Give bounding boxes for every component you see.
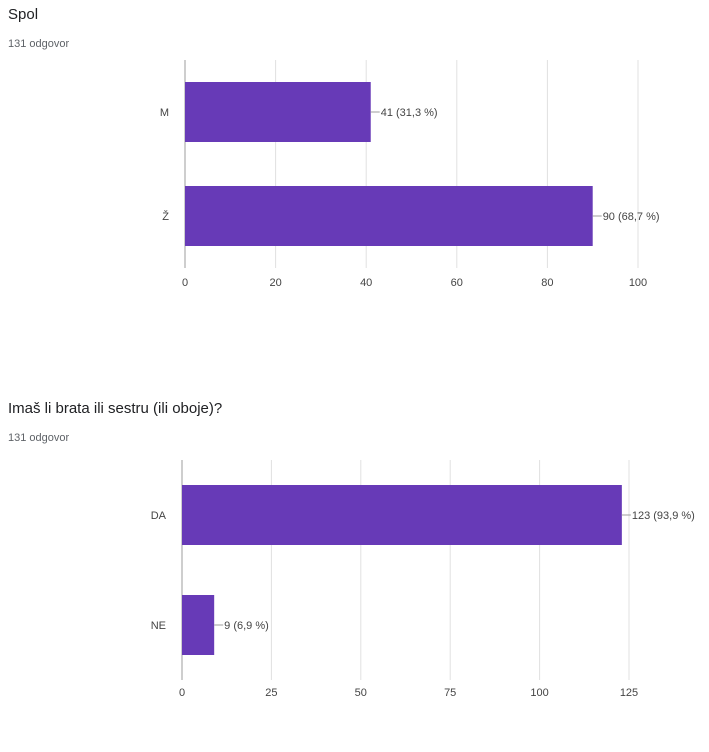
x-tick-label: 75	[444, 687, 456, 699]
data-label: 90 (68,7 %)	[603, 211, 660, 223]
x-tick-label: 80	[541, 277, 553, 289]
question-card-siblings: Imaš li brata ili sestru (ili oboje)? 13…	[0, 400, 709, 699]
x-tick-label: 0	[182, 277, 188, 289]
bar	[182, 595, 215, 655]
y-category-label: M	[160, 107, 169, 119]
y-category-label: NE	[151, 620, 166, 632]
bar-chart-spol: 0 20 40 60 80 100 M 41 (31,3 %) Ž 90 (68,7 %)	[160, 60, 660, 289]
response-count: 131 odgovor	[8, 432, 70, 444]
bar	[185, 186, 593, 246]
x-tick-label: 60	[451, 277, 463, 289]
y-category-label: Ž	[162, 210, 169, 223]
question-title: Imaš li brata ili sestru (ili oboje)?	[8, 400, 223, 417]
x-tick-label: 40	[360, 277, 372, 289]
data-label: 41 (31,3 %)	[381, 107, 438, 119]
x-tick-label: 100	[530, 687, 548, 699]
response-count: 131 odgovor	[8, 38, 70, 50]
x-tick-label: 50	[355, 687, 367, 699]
x-tick-label: 25	[265, 687, 277, 699]
y-category-label: DA	[151, 510, 167, 522]
x-tick-label: 125	[620, 687, 638, 699]
x-tick-label: 20	[269, 277, 281, 289]
data-label: 9 (6,9 %)	[224, 620, 269, 632]
data-label: 123 (93,9 %)	[632, 510, 695, 522]
bar-chart-siblings: 0 25 50 75 100 125 DA 123 (93,9 %) NE 9 (6,9 %)	[151, 460, 695, 699]
x-tick-label: 100	[629, 277, 647, 289]
bar	[182, 485, 622, 545]
x-tick-label: 0	[179, 687, 185, 699]
bar	[185, 82, 371, 142]
question-card-spol: Spol 131 odgovor 0 20 40 60 80 100 M 41 (31,3 %…	[0, 0, 709, 340]
question-title: Spol	[8, 6, 39, 23]
